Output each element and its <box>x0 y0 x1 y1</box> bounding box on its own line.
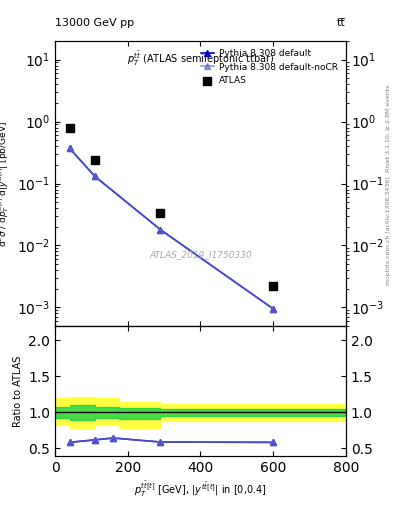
Legend: Pythia 8.308 default, Pythia 8.308 default-noCR, ATLAS: Pythia 8.308 default, Pythia 8.308 defau… <box>197 46 342 89</box>
Pythia 8.308 default-noCR <box>93 174 97 180</box>
Pythia 8.308 default-noCR <box>271 306 275 312</box>
Pythia 8.308 default <box>271 306 275 312</box>
ATLAS <box>157 209 163 218</box>
X-axis label: $p_T^{t\bar{t}[t]}$ [GeV], $|y^{t\bar{t}[t]}|$ in [0,0.4]: $p_T^{t\bar{t}[t]}$ [GeV], $|y^{t\bar{t}… <box>134 480 267 499</box>
Text: ATLAS_2019_I1750330: ATLAS_2019_I1750330 <box>149 250 252 259</box>
Y-axis label: Ratio to ATLAS: Ratio to ATLAS <box>13 355 23 426</box>
Y-axis label: d$^2\sigma$ / d$p_T^{t\bar{t}[t]}$ d$|y^{t\bar{t}[t]}|$ [pb/GeV]: d$^2\sigma$ / d$p_T^{t\bar{t}[t]}$ d$|y^… <box>0 120 11 247</box>
Text: $p_T^{t\bar{t}}$ (ATLAS semileptonic ttbar): $p_T^{t\bar{t}}$ (ATLAS semileptonic ttb… <box>127 50 274 68</box>
Text: tt̅: tt̅ <box>337 18 346 28</box>
Pythia 8.308 default-noCR <box>67 145 72 152</box>
Pythia 8.308 default-noCR <box>158 227 163 233</box>
Text: Rivet 3.1.10, ≥ 2.8M events: Rivet 3.1.10, ≥ 2.8M events <box>386 84 391 172</box>
Pythia 8.308 default <box>67 145 72 152</box>
Text: mcplots.cern.ch [arXiv:1306.3436]: mcplots.cern.ch [arXiv:1306.3436] <box>386 176 391 285</box>
ATLAS <box>92 156 98 164</box>
Line: Pythia 8.308 default: Pythia 8.308 default <box>66 145 277 312</box>
ATLAS <box>66 124 73 132</box>
ATLAS <box>270 282 276 290</box>
Pythia 8.308 default <box>158 227 163 233</box>
Pythia 8.308 default <box>93 174 97 180</box>
Text: 13000 GeV pp: 13000 GeV pp <box>55 18 134 28</box>
Line: Pythia 8.308 default-noCR: Pythia 8.308 default-noCR <box>66 145 277 312</box>
